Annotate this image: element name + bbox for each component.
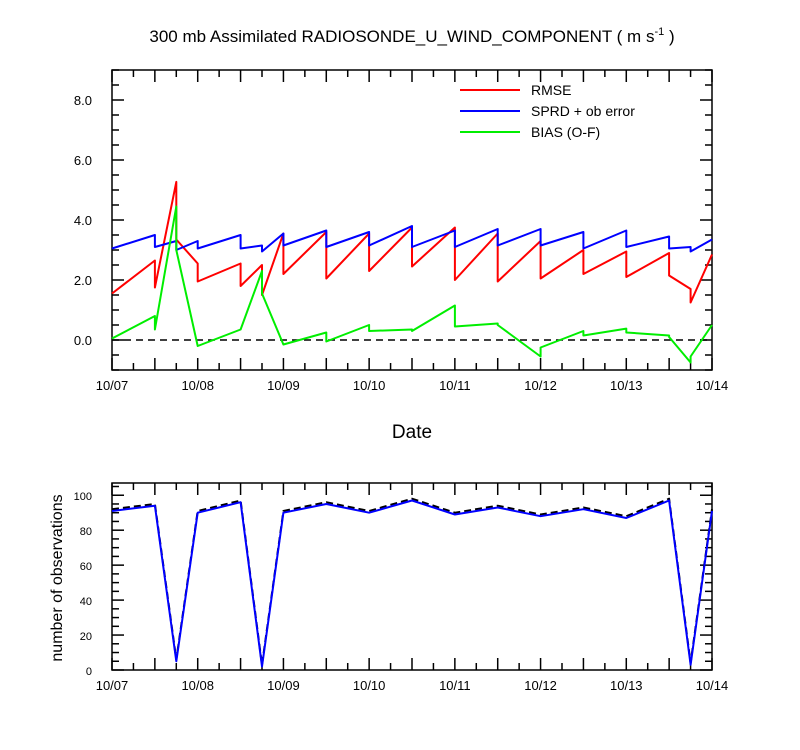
- legend-label: RMSE: [531, 82, 571, 98]
- top-plot-area: 10/07 10/08 10/09 10/10 10/11 10/12 10/13 10/14…: [74, 69, 729, 393]
- bottom-chart: 10/07 10/08 10/09 10/10 10/11 10/12 10/13 10/14…: [49, 482, 729, 693]
- y-tick-label: 6.0: [74, 153, 92, 168]
- y-tick-label: 0: [86, 666, 92, 678]
- chart-title: 300 mb Assimilated RADIOSONDE_U_WIND_COM…: [149, 26, 674, 46]
- x-tick-label: 10/10: [353, 678, 386, 693]
- y-axis-label: number of observations: [49, 494, 66, 661]
- x-tick-label: 10/08: [181, 678, 214, 693]
- legend-label: BIAS (O-F): [531, 124, 600, 140]
- series-line-sprd-ob-error: [111, 225, 713, 253]
- x-tick-label: 10/10: [353, 378, 386, 393]
- legend-label: SPRD + ob error: [531, 103, 635, 119]
- x-tick-label: 10/09: [267, 378, 300, 393]
- series-line-observations-solid: [111, 499, 713, 668]
- y-tick-label: 100: [74, 491, 92, 503]
- x-axis-label: Date: [392, 422, 432, 443]
- x-tick-label: 10/11: [439, 378, 471, 393]
- y-tick-label: 20: [80, 631, 92, 643]
- x-tick-label: 10/12: [524, 678, 557, 693]
- y-tick-label: 40: [80, 596, 92, 608]
- x-tick-label: 10/11: [439, 678, 471, 693]
- series-line-observations-dashed: [111, 497, 713, 666]
- series-line-bias-o-f: [111, 205, 713, 364]
- x-tick-label: 10/14: [696, 378, 729, 393]
- y-tick-label: 0.0: [74, 333, 92, 348]
- x-tick-label: 10/08: [181, 378, 214, 393]
- x-tick-label: 10/13: [610, 378, 643, 393]
- x-tick-label: 10/13: [610, 678, 643, 693]
- top-chart: 300 mb Assimilated RADIOSONDE_U_WIND_COM…: [74, 26, 728, 443]
- x-tick-label: 10/09: [267, 678, 300, 693]
- x-tick-label: 10/07: [96, 678, 129, 693]
- y-tick-label: 80: [80, 526, 92, 538]
- series-line-rmse: [111, 180, 713, 304]
- x-tick-label: 10/07: [96, 378, 129, 393]
- y-tick-label: 4.0: [74, 213, 92, 228]
- y-tick-label: 2.0: [74, 273, 92, 288]
- x-tick-label: 10/12: [524, 378, 557, 393]
- y-tick-label: 60: [80, 561, 92, 573]
- x-tick-label: 10/14: [696, 678, 729, 693]
- bottom-plot-area: 10/07 10/08 10/09 10/10 10/11 10/12 10/13 10/14…: [74, 482, 729, 693]
- y-tick-label: 8.0: [74, 93, 92, 108]
